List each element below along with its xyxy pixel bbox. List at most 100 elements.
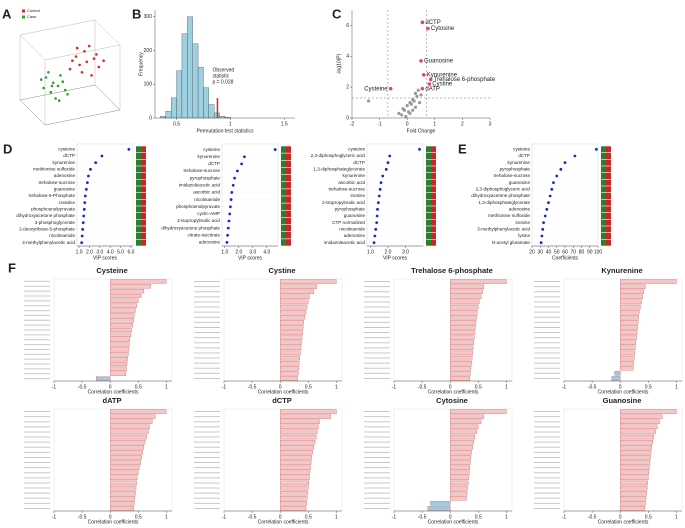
x-tick-label: 4.0: [107, 249, 114, 255]
bar: [427, 506, 451, 511]
point: [408, 111, 412, 115]
heat-cell: [281, 146, 286, 153]
heat-cell: [136, 186, 141, 193]
heat-cell: [141, 212, 146, 220]
heat-cell: [281, 153, 286, 160]
x-tick-label: 30: [537, 249, 543, 255]
heat-cell: [426, 172, 431, 180]
dot: [555, 174, 559, 178]
point: [416, 88, 420, 92]
dot: [375, 221, 379, 225]
bar: [620, 434, 655, 440]
bar: [96, 376, 111, 381]
row-label: trehalose-6-Phosphate: [29, 193, 76, 198]
bar: [280, 284, 317, 289]
heat-cell: [601, 146, 606, 153]
x-tick-label: 2.0: [86, 249, 93, 255]
dot: [225, 241, 229, 244]
chart-title: dATP: [102, 396, 121, 405]
bar: [620, 335, 637, 340]
point: [418, 100, 422, 105]
dot: [273, 148, 277, 151]
heat-cell: [426, 199, 431, 206]
dot: [81, 227, 85, 231]
heat-cell: [141, 199, 146, 206]
legend-label: Case: [27, 14, 37, 19]
bar: [110, 419, 153, 424]
bar: [280, 450, 313, 455]
heat-cell: [281, 239, 286, 246]
bar: [192, 43, 199, 119]
x-tick-label: 1: [505, 384, 508, 390]
highlight-point: [420, 86, 425, 91]
row-label: kynurenine: [53, 160, 76, 165]
dot: [80, 234, 84, 238]
bar: [280, 315, 306, 320]
point: [63, 88, 67, 92]
bar: [450, 419, 482, 424]
dot: [230, 191, 234, 194]
bar: [280, 345, 302, 351]
point: [415, 94, 419, 98]
heat-cell: [136, 212, 141, 220]
bar: [110, 308, 136, 313]
dot: [594, 147, 598, 151]
x-tick-label: -0.5: [248, 514, 257, 520]
bar: [620, 475, 649, 481]
row-label: cysteine: [513, 147, 530, 152]
point-label: Cystine: [432, 82, 453, 88]
x-tick-label: 1: [165, 384, 168, 390]
bar: [620, 304, 641, 310]
bar: [450, 309, 478, 315]
dot: [87, 174, 90, 178]
bar: [620, 330, 638, 335]
row-label: N-acetyl glutamate: [492, 240, 531, 245]
x-tick-label: 2.0: [235, 249, 242, 255]
bar: [620, 414, 663, 419]
panel-label: B: [132, 6, 141, 21]
x-tick-label: 0: [449, 384, 452, 390]
heat-cell: [286, 217, 291, 225]
dot: [540, 234, 544, 238]
x-tick-label: 0: [279, 514, 282, 520]
bar: [450, 439, 474, 445]
heat-cell: [431, 172, 436, 180]
heat-cell: [141, 239, 146, 246]
x-tick-label: 0.5: [475, 384, 482, 390]
bar: [110, 323, 133, 328]
heat-cell: [601, 166, 606, 173]
bar: [110, 445, 145, 450]
heat-cell: [431, 186, 436, 193]
x-tick-label: -1: [377, 121, 382, 127]
bar: [620, 309, 640, 315]
bar: [110, 414, 156, 419]
bar: [171, 97, 177, 119]
heat-cell: [601, 206, 606, 213]
bar: [110, 475, 138, 481]
heat-cell: [431, 226, 436, 233]
bar: [280, 409, 337, 414]
row-label: creatine: [59, 200, 76, 205]
row-label: kynurenine: [508, 160, 531, 165]
dot: [226, 226, 230, 230]
panel-label: E: [458, 141, 467, 156]
y-tick-label: 6: [346, 23, 349, 29]
heat-cell: [606, 159, 611, 166]
point: [85, 60, 89, 64]
plot-frame: [393, 278, 513, 382]
point-label: Guanosine: [424, 58, 454, 64]
bar: [450, 455, 472, 460]
x-tick-label: 2.0: [385, 249, 392, 255]
point: [92, 57, 96, 60]
bar: [280, 350, 301, 356]
x-tick-label: -0.5: [588, 384, 597, 390]
row-label: guanosine: [509, 180, 531, 185]
dot: [127, 147, 131, 151]
heat-cell: [286, 210, 291, 218]
row-label: trehalose-sucrose: [493, 173, 530, 178]
row-label: adenosine: [509, 207, 531, 212]
x-tick-label: 3.0: [96, 249, 103, 255]
heat-cell: [606, 172, 611, 180]
heat-cell: [286, 160, 291, 168]
panel-label: C: [332, 6, 342, 21]
